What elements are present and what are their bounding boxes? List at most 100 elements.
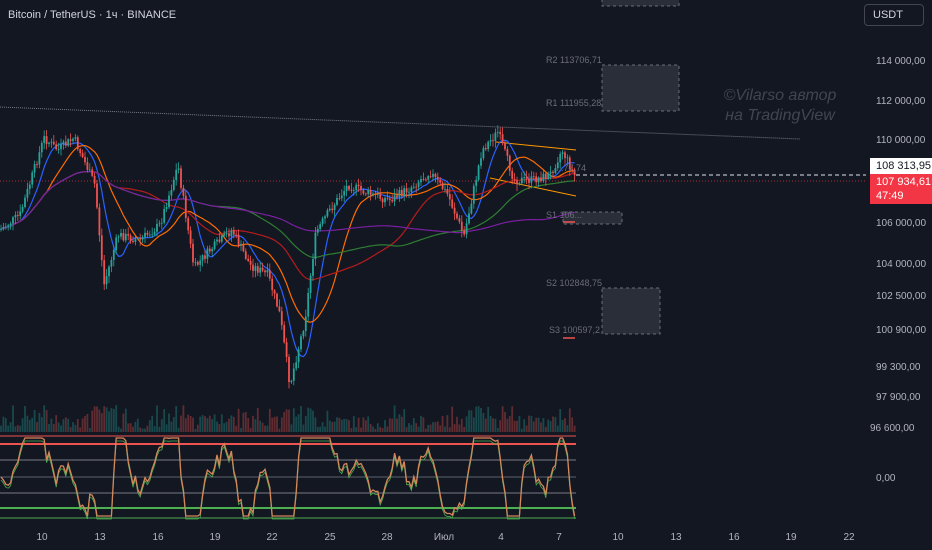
volume-bar: [561, 419, 564, 432]
channel-top[interactable]: [495, 141, 577, 151]
volume-bar: [381, 428, 384, 432]
candle-body: [451, 199, 454, 208]
candle-body: [199, 260, 202, 265]
candle-body: [496, 131, 499, 133]
moving-average-line: [0, 139, 575, 358]
time-axis[interactable]: 10 13 16 19 22 25 28 Июл 4 7 10 13 16 19 22: [0, 524, 866, 550]
candle-body: [88, 169, 91, 171]
volume-bar: [254, 419, 257, 432]
candle-body: [16, 215, 19, 216]
volume-bar: [153, 426, 156, 432]
candle-body: [307, 293, 310, 317]
candle-body: [136, 237, 139, 239]
symbol-title[interactable]: Bitcoin / TetherUS · 1ч · BINANCE: [8, 9, 177, 21]
candle-body: [206, 248, 209, 259]
candle-body: [156, 223, 158, 232]
time-label: 7: [556, 532, 562, 543]
candle-body: [549, 171, 552, 174]
candle-body: [81, 152, 84, 158]
volume-bar: [559, 409, 562, 432]
candle-body: [424, 179, 427, 181]
candle-body: [38, 152, 41, 165]
volume-bar: [573, 425, 576, 432]
candle-body: [475, 179, 478, 186]
volume-bar: [117, 426, 120, 432]
volume-bar: [184, 418, 187, 432]
candle-body: [487, 141, 490, 150]
candle-body: [168, 195, 170, 208]
volume-bar: [297, 414, 300, 432]
volume-bar: [86, 413, 89, 432]
candle-body: [72, 138, 74, 141]
moving-average-line: [0, 170, 575, 234]
volume-bar: [367, 416, 370, 432]
volume-bars: [0, 405, 576, 432]
time-label: 10: [612, 532, 624, 543]
volume-bar: [141, 428, 144, 432]
volume-bar: [247, 417, 250, 432]
candle-body: [343, 190, 346, 196]
trend-line[interactable]: [0, 106, 801, 140]
volume-bar: [235, 425, 238, 432]
volume-bar: [316, 426, 319, 432]
candle-body: [208, 248, 211, 252]
volume-bar: [340, 419, 343, 432]
volume-bar: [194, 428, 197, 432]
volume-bar: [237, 408, 240, 432]
volume-bar: [249, 427, 252, 432]
volume-bar: [360, 427, 362, 432]
candle-body: [280, 311, 283, 326]
candle-body: [297, 349, 300, 363]
volume-bar: [76, 418, 79, 432]
candle-body: [268, 270, 271, 279]
candle-body: [237, 234, 240, 246]
candle-body: [398, 190, 401, 198]
volume-bar: [376, 423, 379, 432]
volume-bar: [554, 417, 557, 432]
candle-body: [328, 208, 331, 211]
candle-body: [417, 182, 420, 187]
candle-body: [345, 186, 348, 191]
volume-bar: [475, 406, 478, 432]
volume-bar: [528, 415, 530, 432]
candle-body: [244, 251, 247, 259]
candle-body: [372, 193, 374, 195]
volume-bar: [333, 421, 336, 432]
price-scale[interactable]: 114 000,00 112 000,00 110 000,00 106 000…: [866, 0, 932, 550]
time-label: 16: [152, 532, 164, 543]
moving-average-line: [0, 144, 575, 323]
volume-bar: [110, 408, 113, 432]
candle-body: [537, 177, 540, 183]
candle-body: [67, 139, 70, 146]
currency-button[interactable]: USDT: [864, 4, 924, 26]
volume-bar: [79, 427, 82, 432]
oscillator-line: [0, 437, 576, 517]
volume-bar: [400, 416, 403, 432]
candle-body: [362, 190, 365, 194]
candle-body: [468, 213, 470, 224]
candle-body: [405, 188, 408, 193]
candle-body: [304, 316, 307, 331]
volume-bar: [112, 408, 115, 432]
volume-bar: [460, 418, 463, 432]
volume-bar: [309, 408, 312, 432]
volume-bar: [244, 412, 247, 432]
author-watermark: ©Vilarso автор на TradingView: [700, 86, 860, 126]
volume-bar: [549, 421, 552, 432]
candle-body: [489, 140, 492, 142]
candle-body: [98, 207, 101, 236]
volume-bar: [204, 416, 206, 432]
volume-bar: [105, 407, 108, 432]
volume-bar: [213, 414, 216, 432]
candle-body: [316, 228, 319, 233]
candle-body: [204, 255, 206, 259]
volume-bar: [88, 428, 91, 432]
volume-bar: [175, 406, 178, 432]
candle-body: [336, 198, 338, 205]
candle-body: [50, 141, 53, 143]
candle-body: [48, 142, 50, 145]
volume-bar: [489, 415, 492, 432]
candle-body: [300, 336, 302, 350]
volume-bar: [16, 425, 19, 432]
